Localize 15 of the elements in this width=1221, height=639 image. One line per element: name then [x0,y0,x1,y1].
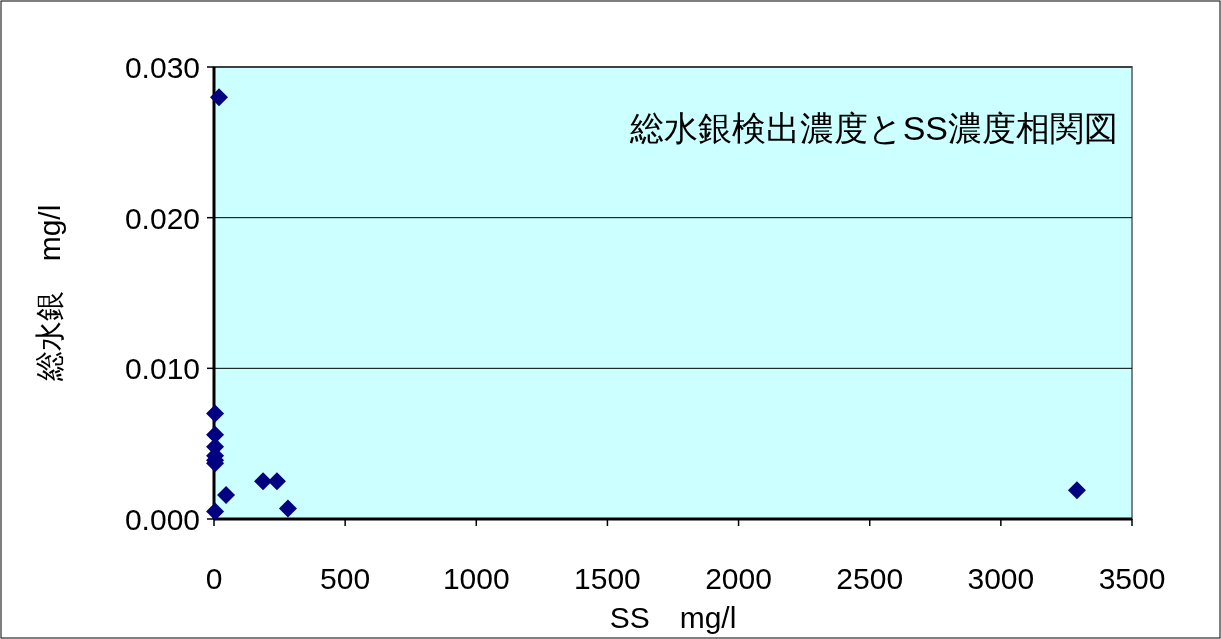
x-tick-label: 2500 [836,562,904,595]
x-tick-label: 3000 [967,562,1035,595]
y-tick-label: 0.010 [124,352,200,386]
y-tick-label: 0.000 [124,503,200,536]
x-tick-label: 2000 [705,562,772,595]
x-axis-title: SS mg/l [609,601,737,634]
y-tick-label: 0.020 [124,201,200,235]
y-axis-title: 総水銀 mg/l [33,204,66,383]
x-tick-label: 0 [205,562,223,595]
y-tick-label: 0.030 [124,51,200,84]
x-tick-label: 3500 [1098,562,1166,595]
x-tick-label: 500 [320,562,371,595]
x-tick-label: 1000 [442,562,510,595]
text: 総水銀検出濃度とSS濃度相関図 [628,109,1118,147]
x-tick-label: 1500 [574,562,641,595]
